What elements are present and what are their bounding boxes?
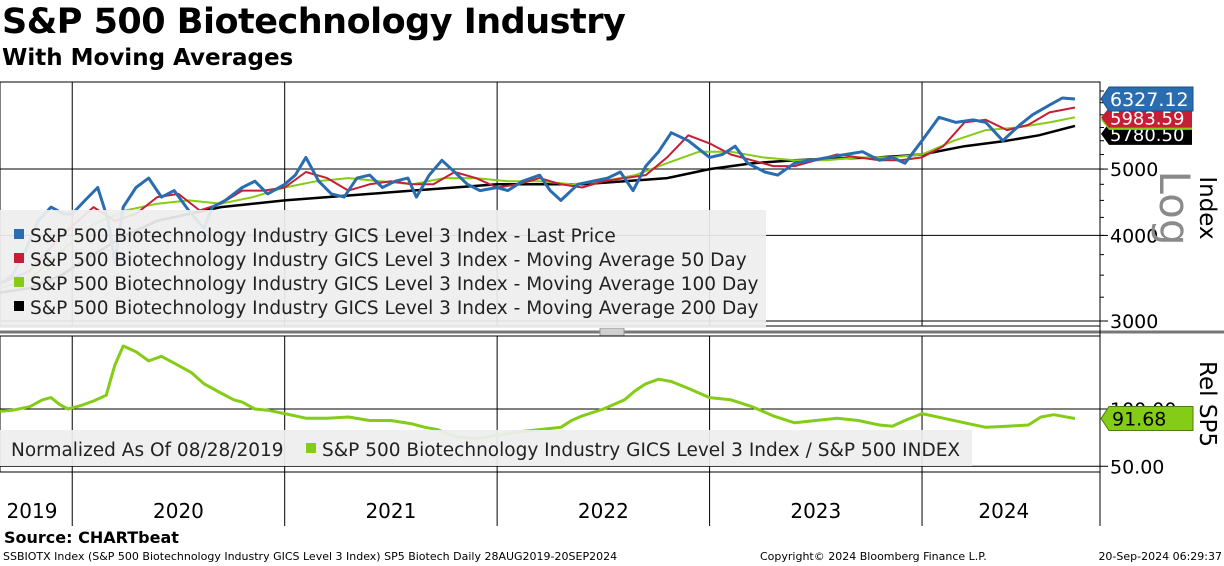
legend-swatch-last-price xyxy=(14,229,24,239)
x-axis-year-label: 2023 xyxy=(790,499,841,523)
legend-swatch-relative xyxy=(306,443,316,453)
value-flag-ma50-text: 5983.59 xyxy=(1110,109,1184,130)
value-flag-last-price-text: 6327.12 xyxy=(1110,89,1189,111)
series-line-ma100 xyxy=(0,116,1076,290)
source-note: Source: CHARTbeat xyxy=(4,528,179,547)
x-axis-year-label: 2021 xyxy=(365,499,416,523)
series-line-relative xyxy=(0,344,1076,441)
lower-series-layer xyxy=(0,344,1076,441)
legend-label-relative: S&P 500 Biotechnology Industry GICS Leve… xyxy=(322,440,960,461)
lower-legend: Normalized As Of 08/28/2019 S&P 500 Biot… xyxy=(0,430,972,466)
value-flag-last-price: 6327.12 xyxy=(1100,86,1194,112)
upper-legend: S&P 500 Biotechnology Industry GICS Leve… xyxy=(0,210,766,328)
legend-label-ma100: S&P 500 Biotechnology Industry GICS Leve… xyxy=(30,274,759,295)
legend-swatch-ma50 xyxy=(14,253,24,263)
copyright-note: Copyright© 2024 Bloomberg Finance L.P. xyxy=(760,550,987,563)
legend-label-last-price: S&P 500 Biotechnology Industry GICS Leve… xyxy=(30,226,616,247)
x-axis-year-label: 2024 xyxy=(978,499,1029,523)
value-flag-relative-text: 91.68 xyxy=(1112,409,1166,431)
legend-swatch-ma100 xyxy=(14,277,24,287)
upper-axis-title: Index xyxy=(1194,176,1220,239)
value-flag-ma50: 5983.59 xyxy=(1101,107,1192,130)
chart-title: S&P 500 Biotechnology Industry xyxy=(2,2,626,42)
lower-legend-background xyxy=(0,430,972,466)
upper-ytick-label: 5000 xyxy=(1110,159,1158,181)
upper-legend-background xyxy=(0,210,766,328)
log-scale-label: Log xyxy=(1150,170,1199,245)
x-axis-year-label: 2019 xyxy=(7,499,58,523)
normalized-label: Normalized As Of 08/28/2019 xyxy=(11,440,284,461)
upper-ytick-label: 3000 xyxy=(1110,311,1158,333)
legend-swatch-ma200 xyxy=(14,301,24,311)
legend-label-ma200: S&P 500 Biotechnology Industry GICS Leve… xyxy=(30,298,759,319)
lower-axis-title: Rel SP5 xyxy=(1194,361,1220,447)
upper-ytick-label: 4000 xyxy=(1110,225,1158,247)
security-info: SSBIOTX Index (S&P 500 Biotechnology Ind… xyxy=(3,550,618,563)
x-axis-year-label: 2020 xyxy=(153,499,204,523)
lower-ytick-label: 50.00 xyxy=(1110,456,1164,478)
series-line-last-price xyxy=(0,96,1076,286)
timestamp: 20-Sep-2024 06:29:37 xyxy=(1098,550,1222,563)
x-axis-year-label: 2022 xyxy=(578,499,629,523)
panel-separator-grip[interactable] xyxy=(599,327,625,337)
value-flag-relative: 91.68 xyxy=(1100,406,1194,432)
value-flag-ma200-text: 5780.50 xyxy=(1110,125,1184,146)
chart-subtitle: With Moving Averages xyxy=(2,45,294,71)
legend-label-ma50: S&P 500 Biotechnology Industry GICS Leve… xyxy=(30,250,747,271)
